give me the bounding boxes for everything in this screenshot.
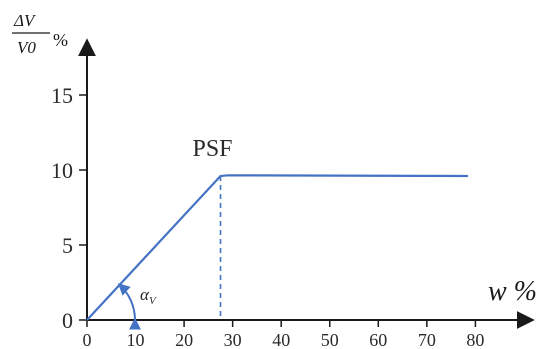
angle-arc bbox=[117, 283, 142, 330]
y-tick-label: 10 bbox=[51, 158, 73, 183]
y-label-unit: % bbox=[53, 30, 68, 50]
x-tick-label: 30 bbox=[224, 330, 242, 349]
x-tick-label: 80 bbox=[466, 330, 484, 349]
x-tick-label: 70 bbox=[418, 330, 436, 349]
x-ticks: 0 10 20 30 40 50 60 70 80 bbox=[83, 320, 484, 349]
x-tick-label: 10 bbox=[127, 330, 145, 349]
psf-label: PSF bbox=[192, 136, 232, 162]
x-tick-label: 20 bbox=[175, 330, 193, 349]
angle-label: αV bbox=[140, 285, 157, 307]
y-label-numerator: ΔV bbox=[13, 11, 37, 30]
y-ticks: 0 5 10 15 bbox=[51, 83, 87, 333]
x-tick-label: 40 bbox=[272, 330, 290, 349]
y-tick-label: 0 bbox=[62, 308, 73, 333]
y-tick-label: 5 bbox=[62, 233, 73, 258]
y-label-denominator: V0 bbox=[17, 38, 36, 57]
y-axis-label: ΔV V0 % bbox=[12, 11, 68, 57]
x-tick-label: 0 bbox=[83, 330, 92, 349]
x-axis-label: w % bbox=[488, 276, 537, 307]
y-tick-label: 15 bbox=[51, 83, 73, 108]
x-tick-label: 50 bbox=[321, 330, 339, 349]
x-tick-label: 60 bbox=[369, 330, 387, 349]
series-line bbox=[86, 174, 469, 321]
